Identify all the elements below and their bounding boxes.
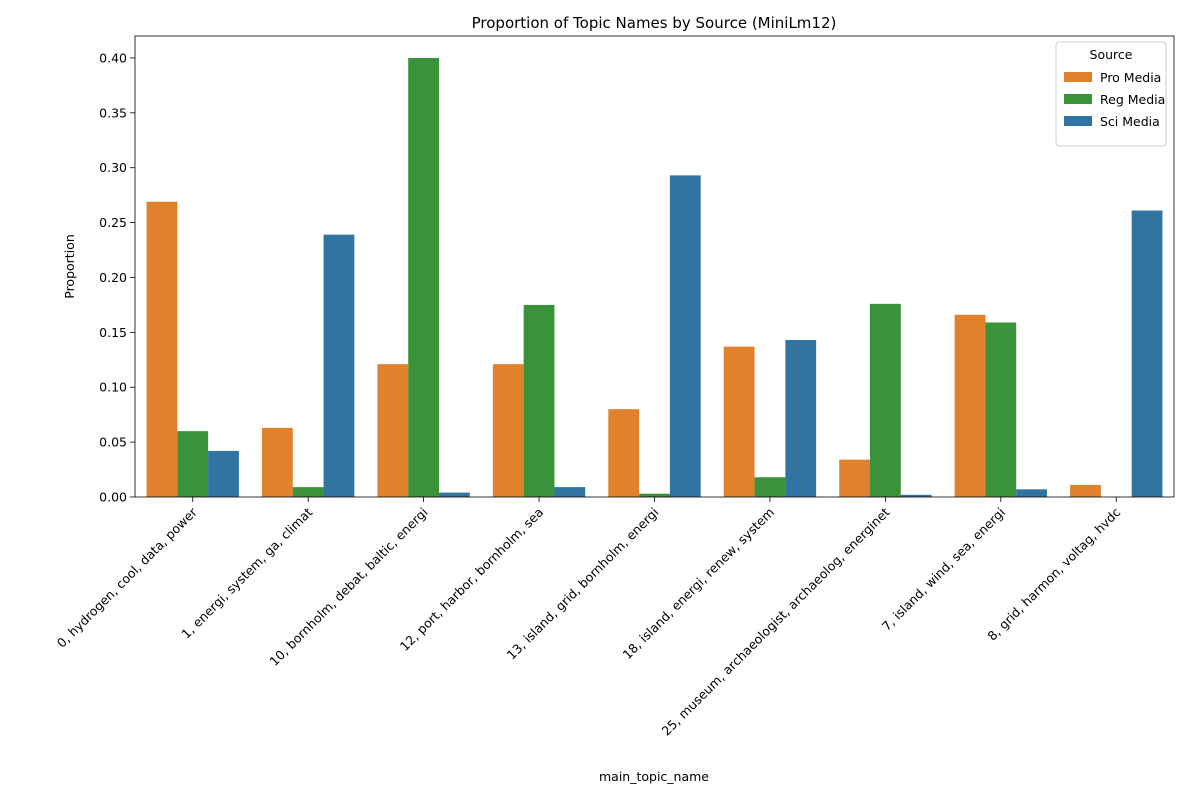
bar-sci-media-3 [554,487,586,497]
bar-reg-media-4 [639,493,670,497]
y-tick-label: 0.20 [99,270,127,285]
bar-pro-media-4 [608,409,640,497]
bar-sci-media-0 [208,450,239,497]
y-tick-label: 0.05 [99,435,127,450]
bars-group [146,57,1163,498]
y-tick-label: 0.25 [99,215,127,230]
bar-reg-media-7 [985,322,1017,497]
legend-label-pro-media: Pro Media [1100,70,1161,85]
bar-pro-media-2 [377,364,409,497]
bar-reg-media-1 [292,487,324,497]
bar-pro-media-1 [261,427,293,497]
x-tick-label: 7, island, wind, sea, energi [879,505,1008,634]
y-tick-label: 0.40 [99,50,127,65]
x-tick-label: 25, museum, archaeologist, archaeolog, e… [659,504,893,738]
y-tick-label: 0.00 [99,490,127,505]
bar-sci-media-7 [1016,489,1048,497]
y-tick-label: 0.10 [99,380,127,395]
bar-reg-media-0 [177,431,209,497]
plot-frame [134,35,1175,498]
bar-pro-media-7 [954,314,986,497]
bar-pro-media-8 [1070,484,1101,497]
y-axis: 0.00 0.05 0.10 0.15 0.20 0.25 0.30 0.35 0.40 [99,50,135,505]
legend-label-reg-media: Reg Media [1100,92,1165,107]
legend-swatch-sci-media [1064,116,1092,126]
legend-label-sci-media: Sci Media [1100,114,1160,129]
y-tick-label: 0.30 [99,160,127,175]
chart-title: Proportion of Topic Names by Source (Min… [472,14,837,32]
x-tick-label: 0, hydrogen, cool, data, power [54,504,201,651]
bar-sci-media-6 [900,494,932,497]
bar-reg-media-2 [408,57,440,497]
bar-sci-media-2 [439,492,470,497]
bar-reg-media-6 [870,303,901,497]
bar-pro-media-3 [492,364,524,497]
bar-reg-media-3 [523,304,555,497]
y-tick-label: 0.35 [99,105,127,120]
legend-swatch-pro-media [1064,72,1092,82]
bar-pro-media-5 [723,346,755,497]
bar-pro-media-0 [146,201,178,498]
bar-sci-media-1 [323,234,355,498]
bar-sci-media-5 [785,340,817,497]
legend: Source Pro Media Reg Media Sci Media [1055,41,1167,147]
bar-sci-media-4 [669,175,701,497]
legend-swatch-reg-media [1064,94,1092,104]
bar-reg-media-5 [754,477,786,497]
bar-pro-media-6 [839,459,870,497]
bar-sci-media-8 [1131,210,1163,497]
x-axis-label: main_topic_name [599,769,709,784]
y-tick-label: 0.15 [99,325,127,340]
y-axis-label: Proportion [62,234,77,299]
legend-title: Source [1090,47,1133,62]
x-tick-label: 8, grid, harmon, voltag, hvdc [984,504,1123,643]
x-tick-label: 1, energi, system, ga, climat [178,504,315,641]
